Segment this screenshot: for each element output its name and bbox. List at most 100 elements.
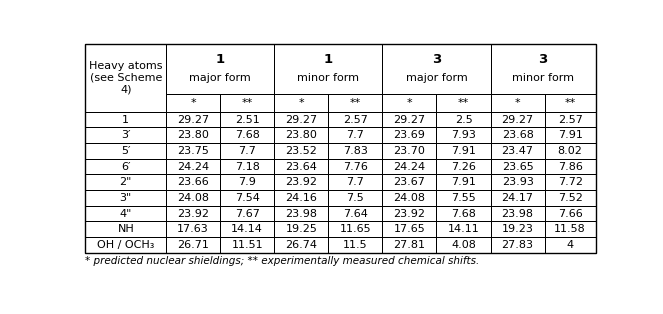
Text: 7.66: 7.66 [558, 208, 583, 219]
Text: 14.14: 14.14 [231, 224, 263, 234]
Text: 6′: 6′ [121, 162, 131, 171]
Bar [328, 94, 383, 112]
Text: 29.27: 29.27 [393, 115, 426, 125]
Text: **: ** [241, 98, 253, 108]
Text: 7.7: 7.7 [346, 177, 364, 187]
Text: 23.98: 23.98 [285, 208, 318, 219]
Text: Heavy atoms
(see Scheme
4): Heavy atoms (see Scheme 4) [89, 61, 162, 94]
Text: 23.68: 23.68 [502, 130, 534, 140]
Text: NH: NH [117, 224, 134, 234]
Text: 2.51: 2.51 [235, 115, 259, 125]
Bar [274, 94, 328, 112]
Text: 29.27: 29.27 [177, 115, 209, 125]
Text: 2.57: 2.57 [558, 115, 583, 125]
Bar [436, 112, 491, 127]
Text: 3: 3 [432, 53, 441, 66]
Bar [328, 237, 383, 253]
Bar [383, 143, 436, 159]
Bar [86, 127, 166, 143]
Bar [491, 127, 544, 143]
Text: 23.64: 23.64 [285, 162, 317, 171]
Bar [544, 127, 595, 143]
Text: 7.91: 7.91 [451, 177, 476, 187]
Text: 23.92: 23.92 [285, 177, 318, 187]
Text: *: * [298, 98, 304, 108]
Bar [491, 206, 544, 221]
Text: * predicted nuclear shieldings; ** experimentally measured chemical shifts.: * predicted nuclear shieldings; ** exper… [86, 257, 480, 267]
Bar [86, 175, 166, 190]
Text: 7.7: 7.7 [346, 130, 364, 140]
Text: 23.65: 23.65 [502, 162, 534, 171]
Bar [491, 44, 595, 94]
Text: 24.16: 24.16 [285, 193, 317, 203]
Text: 2.57: 2.57 [343, 115, 368, 125]
Text: 23.93: 23.93 [502, 177, 534, 187]
Bar [383, 94, 436, 112]
Bar [274, 237, 328, 253]
Text: **: ** [458, 98, 469, 108]
Bar [491, 190, 544, 206]
Text: 17.63: 17.63 [177, 224, 209, 234]
Bar [436, 206, 491, 221]
Bar [86, 143, 166, 159]
Text: 2.5: 2.5 [455, 115, 473, 125]
Bar [383, 112, 436, 127]
Bar [166, 94, 220, 112]
Bar [86, 237, 166, 253]
Bar [383, 127, 436, 143]
Text: 26.74: 26.74 [285, 240, 318, 250]
Text: 17.65: 17.65 [394, 224, 425, 234]
Text: 23.52: 23.52 [285, 146, 317, 156]
Text: *: * [190, 98, 196, 108]
Text: 3′: 3′ [121, 130, 131, 140]
Bar [274, 221, 328, 237]
Bar [544, 175, 595, 190]
Bar [436, 127, 491, 143]
Bar [383, 190, 436, 206]
Text: 11.5: 11.5 [343, 240, 368, 250]
Bar [544, 190, 595, 206]
Bar [383, 237, 436, 253]
Bar [220, 190, 274, 206]
Text: 5′: 5′ [121, 146, 131, 156]
Bar [491, 175, 544, 190]
Bar [436, 159, 491, 175]
Text: 4": 4" [119, 208, 132, 219]
Bar [86, 44, 595, 253]
Bar [166, 190, 220, 206]
Bar [220, 94, 274, 112]
Text: major form: major form [189, 73, 251, 83]
Text: 7.9: 7.9 [238, 177, 256, 187]
Bar [166, 175, 220, 190]
Bar [491, 221, 544, 237]
Text: 23.66: 23.66 [177, 177, 209, 187]
Bar [544, 143, 595, 159]
Bar [166, 159, 220, 175]
Text: 7.18: 7.18 [235, 162, 260, 171]
Text: 11.58: 11.58 [554, 224, 586, 234]
Bar [274, 127, 328, 143]
Text: 7.93: 7.93 [451, 130, 476, 140]
Bar [220, 175, 274, 190]
Text: 23.80: 23.80 [177, 130, 209, 140]
Bar [328, 175, 383, 190]
Text: *: * [406, 98, 412, 108]
Text: 2": 2" [119, 177, 132, 187]
Bar [491, 237, 544, 253]
Text: 23.98: 23.98 [502, 208, 534, 219]
Text: 23.92: 23.92 [177, 208, 209, 219]
Bar [544, 237, 595, 253]
Bar [166, 112, 220, 127]
Text: 7.7: 7.7 [238, 146, 256, 156]
Text: 29.27: 29.27 [285, 115, 318, 125]
Text: 7.72: 7.72 [558, 177, 583, 187]
Bar [436, 175, 491, 190]
Bar [328, 143, 383, 159]
Text: 1: 1 [215, 53, 225, 66]
Text: 7.91: 7.91 [451, 146, 476, 156]
Bar [166, 237, 220, 253]
Bar [544, 94, 595, 112]
Bar [328, 112, 383, 127]
Bar [274, 143, 328, 159]
Bar [274, 206, 328, 221]
